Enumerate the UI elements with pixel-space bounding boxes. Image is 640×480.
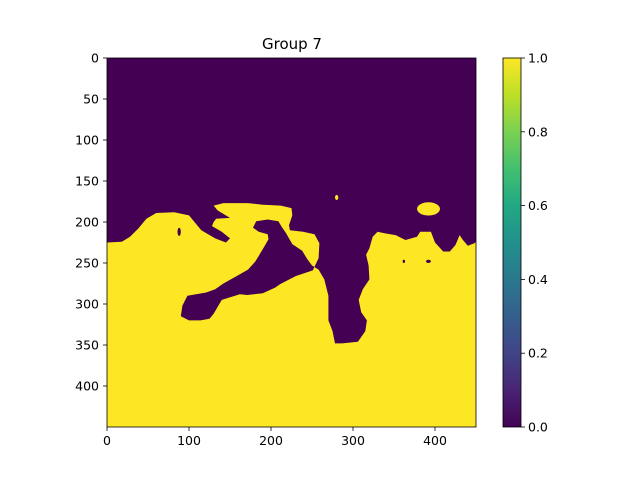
mask-speck bbox=[425, 259, 431, 263]
y-tick-label: 300 bbox=[75, 297, 99, 312]
x-tick-label: 400 bbox=[423, 433, 447, 448]
x-tick-label: 100 bbox=[177, 433, 201, 448]
colorbar: 0.0 0.2 0.4 0.6 0.8 1.0 bbox=[502, 51, 548, 435]
colorbar-gradient bbox=[502, 57, 522, 428]
colorbar-tick-label: 0.0 bbox=[528, 420, 548, 435]
mask-speck bbox=[177, 227, 181, 236]
x-tick-label: 200 bbox=[259, 433, 283, 448]
plot-area bbox=[106, 57, 477, 428]
colorbar-tick-label: 1.0 bbox=[528, 51, 548, 66]
x-tick-label: 300 bbox=[341, 433, 365, 448]
y-tick-label: 200 bbox=[75, 215, 99, 230]
y-tick-label: 350 bbox=[75, 338, 99, 353]
mask-region bbox=[107, 194, 476, 427]
x-tick-label: 0 bbox=[103, 433, 111, 448]
mask-specks bbox=[177, 227, 431, 264]
y-tick-label: 250 bbox=[75, 256, 99, 271]
y-tick-label: 400 bbox=[75, 379, 99, 394]
y-tick-label: 100 bbox=[75, 133, 99, 148]
y-tick-label: 50 bbox=[83, 92, 99, 107]
y-tick-label: 0 bbox=[91, 51, 99, 66]
y-axis: 0 50 100 150 200 250 300 350 400 bbox=[75, 51, 107, 394]
colorbar-tick-label: 0.4 bbox=[528, 272, 548, 287]
colorbar-tick-label: 0.6 bbox=[528, 198, 548, 213]
colorbar-axis: 0.0 0.2 0.4 0.6 0.8 1.0 bbox=[521, 51, 548, 435]
plot-frame bbox=[106, 57, 477, 428]
x-axis: 0 100 200 300 400 bbox=[103, 427, 447, 448]
mask-speck bbox=[402, 259, 406, 263]
y-tick-label: 150 bbox=[75, 174, 99, 189]
mask-speck bbox=[282, 258, 287, 264]
colorbar-tick-label: 0.8 bbox=[528, 124, 548, 139]
colorbar-tick-label: 0.2 bbox=[528, 346, 548, 361]
chart-title: Group 7 bbox=[262, 35, 322, 53]
